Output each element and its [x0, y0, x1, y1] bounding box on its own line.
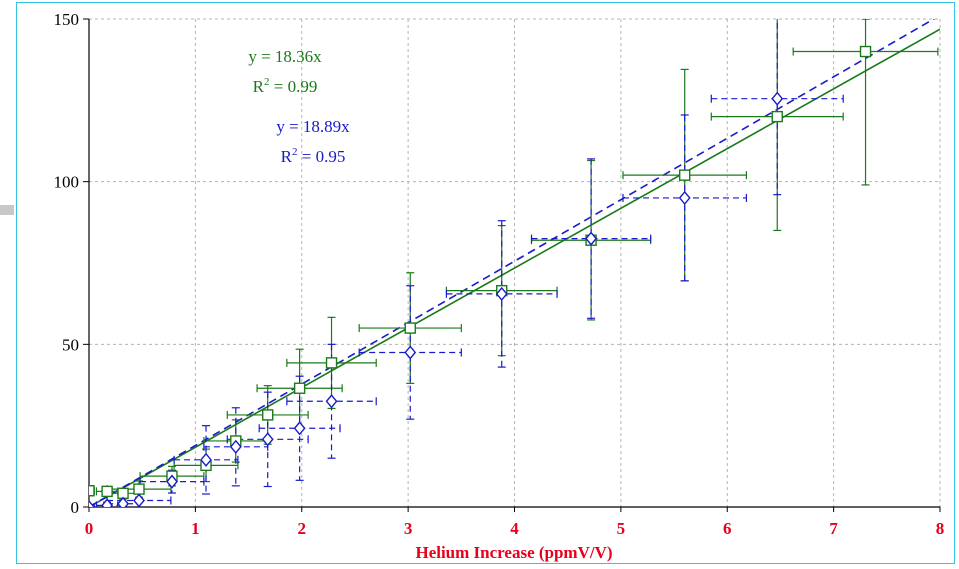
x-tick-label-7: 7 [829, 519, 838, 538]
tick-labels: 0 50 100 150 0 1 2 3 4 5 6 7 8 [54, 10, 945, 538]
marker-blue-5 [200, 452, 212, 467]
side-tab [0, 205, 14, 215]
y-tick-label-2: 100 [54, 173, 80, 192]
fit-line-green [89, 28, 940, 507]
marker-green-9 [325, 357, 338, 369]
x-tick-label-4: 4 [510, 519, 519, 538]
marker-green-15 [859, 45, 872, 58]
errorbar-green-15 [792, 19, 939, 186]
x-axis-label: Helium Increase (ppmV/V) [415, 543, 612, 562]
x-tick-label-3: 3 [404, 519, 413, 538]
x-tick-label-8: 8 [936, 519, 945, 538]
x-tick-label-2: 2 [298, 519, 307, 538]
marker-green-3 [133, 483, 145, 495]
fit-lines [89, 19, 940, 507]
marker-green-10 [404, 322, 416, 334]
y-tick-label-3: 150 [54, 10, 80, 29]
marker-blue-12 [585, 231, 598, 246]
marker-blue-10 [404, 345, 417, 360]
marker-blue-2 [117, 496, 129, 507]
r-squared-green: R2 = 0.99 [253, 76, 318, 96]
marker-blue-4 [166, 474, 178, 489]
marker-blue-6 [229, 439, 242, 454]
marker-green-7 [262, 409, 274, 421]
grid-lines [89, 18, 941, 507]
annotations: y = 18.36x R2 = 0.99 y = 18.89x R2 = 0.95 [248, 47, 350, 166]
errorbar-blue-12 [530, 158, 652, 319]
error-bars [89, 19, 939, 507]
x-tick-label-6: 6 [723, 519, 732, 538]
marker-blue-3 [133, 493, 145, 507]
equation-blue: y = 18.89x [276, 117, 350, 136]
x-tick-label-1: 1 [191, 519, 200, 538]
x-tick-label-0: 0 [85, 519, 94, 538]
marker-green-1 [101, 485, 113, 498]
markers [89, 45, 872, 507]
marker-green-0 [89, 485, 95, 497]
fit-line-blue [89, 19, 936, 507]
y-tick-label-1: 50 [62, 335, 79, 354]
marker-blue-9 [325, 394, 338, 409]
errorbar-blue-15 [861, 19, 870, 20]
marker-blue-0 [89, 499, 95, 507]
marker-blue-8 [293, 421, 306, 436]
y-tick-label-0: 0 [71, 498, 80, 517]
marker-blue-13 [678, 190, 691, 206]
marker-blue-14 [771, 91, 784, 106]
marker-blue-1 [101, 498, 113, 507]
marker-green-14 [771, 110, 783, 123]
equation-green: y = 18.36x [248, 47, 322, 66]
axes [83, 18, 941, 512]
x-tick-label-5: 5 [617, 519, 626, 538]
r-squared-blue: R2 = 0.95 [281, 146, 346, 166]
marker-blue-7 [261, 432, 274, 447]
marker-green-8 [293, 382, 306, 394]
marker-green-13 [679, 169, 691, 181]
marker-blue-11 [495, 286, 508, 302]
